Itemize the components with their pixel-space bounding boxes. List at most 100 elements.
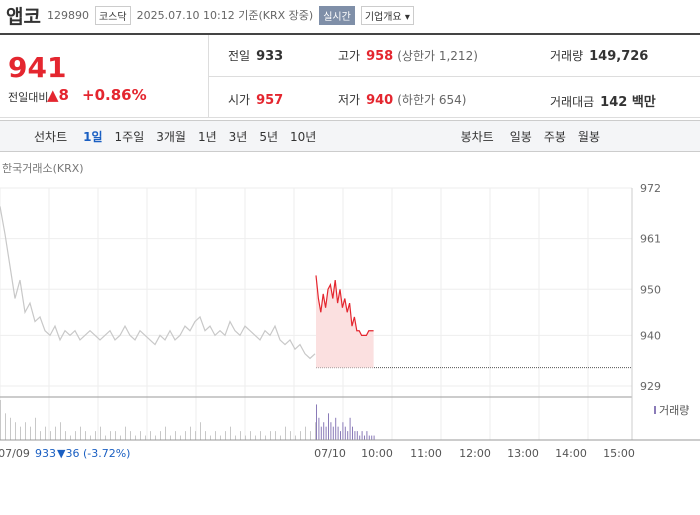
change: ▲8 (47, 86, 69, 104)
tab[interactable]: 3년 (228, 129, 248, 144)
summary-cell: 거래대금 142 백만 (550, 91, 656, 110)
stock-name: 앱코 (6, 5, 41, 28)
cell-value: 149,726 (589, 49, 649, 64)
tab[interactable]: 1주일 (114, 129, 145, 144)
tab[interactable]: 5년 (259, 129, 279, 144)
volume-bar (150, 431, 151, 440)
volume-bar (305, 426, 306, 440)
volume-bar (215, 431, 216, 440)
divider (209, 76, 700, 77)
tab[interactable]: 1일 (83, 129, 103, 144)
company-label: 기업개요 (364, 11, 402, 23)
tab[interactable]: 1년 (197, 129, 217, 144)
cell-value: 957 (256, 93, 284, 108)
volume-bar (325, 426, 327, 440)
volume-bar (5, 413, 6, 440)
volume-bar (45, 426, 46, 440)
summary-cell: 고가 958 (상한가 1,212) (338, 47, 478, 64)
volume-bar (15, 422, 16, 440)
market-badge: 코스닥 (94, 5, 131, 25)
volume-bar (80, 426, 81, 440)
x-tick-label: 11:00 (410, 447, 442, 460)
summary-cell: 저가 940 (하한가 654) (338, 91, 466, 108)
change-label: 전일대비 (8, 91, 49, 104)
volume-bar (280, 435, 281, 440)
volume-bar (30, 426, 31, 440)
volume-bar (300, 431, 301, 440)
volume-bar (335, 417, 337, 440)
cell-extra: (상한가 1,212) (397, 49, 478, 63)
footer-change: ▼36 (-3.72%) (57, 447, 130, 460)
volume-bar (373, 435, 375, 440)
volume-bar (230, 426, 231, 440)
tab[interactable]: 주봉 (543, 129, 566, 144)
realtime-button[interactable]: 실시간 (319, 5, 355, 25)
stock-code: 129890 (46, 8, 89, 22)
summary-cell: 시가 957 (228, 91, 283, 108)
tab-bar: 선차트 1일 1주일 3개월 1년 3년 5년 10년 봉차트 일봉 주봉 월봉 (0, 120, 700, 152)
volume-bar (352, 426, 353, 440)
volume-bar (260, 431, 261, 440)
volume-bar (356, 431, 358, 440)
x-tick-label: 13:00 (507, 447, 539, 460)
cell-value: 933 (256, 49, 284, 64)
tab[interactable]: 월봉 (577, 129, 600, 144)
volume-bar (165, 426, 166, 440)
volume-bar (364, 435, 365, 440)
volume-bar (285, 426, 286, 440)
volume-bar (170, 435, 171, 440)
volume-bar (340, 431, 341, 440)
volume-bar (366, 431, 368, 440)
cell-value: 142 백만 (600, 95, 656, 110)
volume-bar (315, 422, 316, 440)
volume-bar (50, 431, 51, 440)
volume-bar (35, 417, 36, 440)
volume-bar (90, 435, 91, 440)
x-tick-label: 12:00 (459, 447, 491, 460)
volume-bar (195, 431, 196, 440)
volume-bar (265, 435, 266, 440)
volume-bar (323, 422, 325, 440)
volume-bar (155, 435, 156, 440)
volume-bar (110, 431, 111, 440)
cell-label: 저가 (338, 93, 361, 107)
volume-bar (354, 431, 356, 440)
y-tick-label: 961 (640, 233, 661, 246)
volume-bar (180, 435, 181, 440)
volume-bar (190, 426, 191, 440)
volume-bar (200, 422, 201, 440)
volume-bar (328, 413, 329, 440)
y-tick-label: 950 (640, 283, 661, 296)
volume-bar (310, 431, 311, 440)
tab[interactable]: 10년 (290, 129, 317, 144)
tab[interactable]: 3개월 (156, 129, 186, 144)
volume-bar (160, 431, 161, 440)
volume-bar (145, 435, 146, 440)
cell-label: 고가 (338, 49, 361, 63)
volume-bar (0, 400, 1, 440)
cell-label: 거래량 (550, 49, 584, 63)
volume-bar (100, 426, 101, 440)
legend-swatch (654, 406, 656, 414)
cell-value: 940 (366, 93, 394, 108)
cell-label: 거래대금 (550, 95, 595, 109)
volume-bar (130, 431, 131, 440)
volume-bar (25, 422, 26, 440)
volume-bar (359, 435, 361, 440)
volume-bar (270, 431, 271, 440)
tab[interactable]: 일봉 (509, 129, 532, 144)
timestamp: 2025.07.10 10:12 기준(KRX 장중) (136, 9, 314, 22)
x-tick-label: 07/09 (0, 447, 30, 460)
y-tick-label: 940 (640, 329, 661, 342)
volume-bar (255, 435, 256, 440)
company-button[interactable]: 기업개요 ▾ (360, 5, 414, 25)
volume-bar (225, 431, 226, 440)
volume-bar (220, 435, 221, 440)
volume-bar (332, 426, 334, 440)
tab-title: 선차트 (34, 129, 68, 144)
volume-bar (185, 431, 186, 440)
source: 한국거래소(KRX) (2, 162, 84, 175)
footer-close: 933 (35, 447, 56, 460)
header: 앱코 129890 코스닥 2025.07.10 10:12 기준(KRX 장중… (0, 0, 414, 30)
